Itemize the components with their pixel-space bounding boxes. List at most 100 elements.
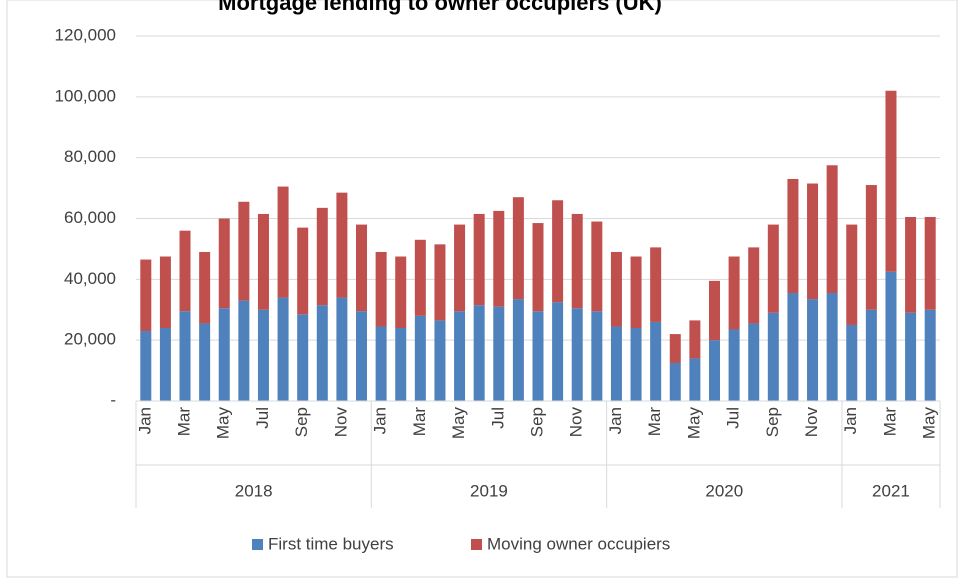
- bar-segment: [650, 321, 662, 401]
- chart-frame: [6, 0, 958, 578]
- bar-segment: [650, 247, 662, 322]
- bar-segment: [512, 197, 524, 300]
- bar-segment: [159, 256, 171, 328]
- y-tick-label: 40,000: [64, 269, 116, 288]
- bar-segment: [257, 213, 269, 310]
- bar-segment: [199, 251, 211, 324]
- bar-segment: [571, 213, 583, 309]
- bar-segment: [473, 213, 485, 306]
- x-tick-label: Mar: [410, 407, 429, 437]
- bar-segment: [493, 306, 505, 401]
- bar-segment: [807, 299, 819, 401]
- y-tick-label: 20,000: [64, 330, 116, 349]
- bar-segment: [571, 308, 583, 401]
- bar-segment: [395, 328, 407, 401]
- x-tick-label: May: [920, 407, 939, 440]
- bar-segment: [689, 358, 701, 401]
- y-tick-label: 100,000: [55, 86, 116, 105]
- legend-label: Moving owner occupiers: [487, 534, 670, 553]
- bar-segment: [787, 293, 799, 401]
- legend-swatch: [252, 539, 263, 550]
- bar-segment: [336, 297, 348, 401]
- bar-segment: [434, 320, 446, 401]
- x-tick-label: Mar: [880, 407, 899, 437]
- y-tick-label: 60,000: [64, 208, 116, 227]
- x-tick-label: Jan: [135, 407, 154, 434]
- bar-segment: [434, 244, 446, 321]
- bar-segment: [610, 326, 622, 401]
- x-tick-label: May: [684, 407, 703, 440]
- bar-segment: [885, 90, 897, 272]
- y-tick-label: 80,000: [64, 147, 116, 166]
- x-tick-label: Sep: [527, 407, 546, 437]
- bar-segment: [512, 299, 524, 401]
- bar-segment: [728, 256, 740, 330]
- y-tick-label: 120,000: [55, 25, 116, 44]
- x-tick-label: Sep: [763, 407, 782, 437]
- bar-segment: [669, 334, 681, 363]
- group-label: 2018: [235, 481, 273, 500]
- bar-segment: [493, 210, 505, 307]
- bar-segment: [826, 293, 838, 401]
- bar-segment: [807, 183, 819, 300]
- bar-segment: [414, 239, 426, 316]
- bar-segment: [748, 247, 760, 324]
- x-tick-label: Nov: [567, 407, 586, 438]
- bar-segment: [356, 224, 368, 312]
- bar-segment: [473, 305, 485, 401]
- bar-segment: [238, 300, 250, 401]
- x-tick-label: Jul: [488, 407, 507, 429]
- legend-swatch: [471, 539, 482, 550]
- bar-segment: [708, 280, 720, 341]
- bar-segment: [708, 340, 720, 401]
- bar-segment: [159, 328, 171, 401]
- x-tick-label: Jan: [606, 407, 625, 434]
- bar-segment: [905, 216, 917, 313]
- bar-segment: [454, 224, 466, 312]
- legend-label: First time buyers: [268, 534, 394, 553]
- bar-segment: [277, 186, 289, 298]
- y-tick-label: -: [110, 390, 116, 409]
- bar-segment: [179, 230, 191, 312]
- bar-segment: [885, 271, 897, 401]
- bar-segment: [414, 315, 426, 401]
- bar-segment: [140, 331, 152, 401]
- bar-segment: [748, 323, 760, 401]
- bar-segment: [689, 320, 701, 359]
- bar-segment: [924, 216, 936, 310]
- bar-segment: [316, 305, 328, 401]
- bar-segment: [787, 178, 799, 294]
- bar-segment: [591, 221, 603, 312]
- bar-segment: [297, 227, 309, 315]
- bar-segment: [218, 308, 230, 401]
- bar-segment: [532, 311, 544, 401]
- bar-segment: [728, 329, 740, 401]
- bar-segment: [257, 309, 269, 401]
- x-tick-label: Nov: [802, 407, 821, 438]
- bar-segment: [199, 323, 211, 401]
- bar-segment: [865, 309, 877, 401]
- bar-segment: [454, 311, 466, 401]
- bar-segment: [767, 224, 779, 313]
- bar-segment: [238, 201, 250, 301]
- bar-segment: [591, 311, 603, 401]
- x-tick-label: Sep: [292, 407, 311, 437]
- bar-segment: [865, 185, 877, 310]
- bar-segment: [767, 312, 779, 401]
- bar-segment: [277, 297, 289, 401]
- bar-segment: [846, 224, 858, 325]
- x-tick-label: Jul: [724, 407, 743, 429]
- x-tick-label: May: [214, 407, 233, 440]
- bar-segment: [179, 311, 191, 401]
- chart-title: Mortgage lending to owner occupiers (UK): [218, 0, 662, 15]
- bar-segment: [336, 192, 348, 298]
- bar-segment: [669, 362, 681, 401]
- bar-segment: [552, 200, 564, 303]
- bar-segment: [140, 259, 152, 332]
- bar-segment: [395, 256, 407, 328]
- bar-segment: [826, 165, 838, 294]
- bar-segment: [218, 218, 230, 309]
- bar-segment: [532, 223, 544, 312]
- bar-segment: [924, 309, 936, 401]
- x-tick-label: Nov: [331, 407, 350, 438]
